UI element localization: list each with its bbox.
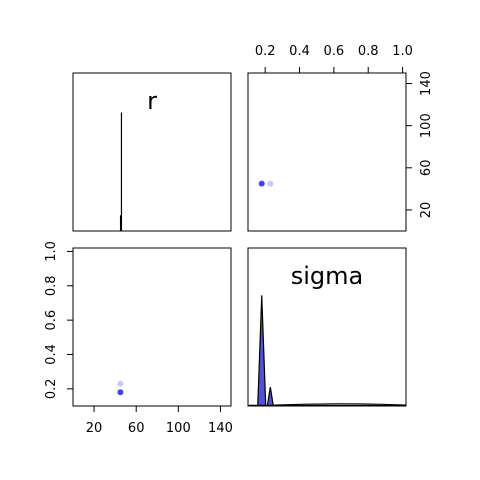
- scatter-point: [267, 180, 274, 187]
- density-tail: [274, 403, 407, 406]
- tick-label: 1.0: [44, 241, 59, 262]
- tick-label: 0.8: [358, 44, 379, 59]
- tick-label: 0.2: [44, 378, 59, 399]
- panel-0-0: r: [72, 72, 232, 232]
- tick-label: 60: [419, 160, 434, 177]
- y-axis-left-sigma: 0.2 0.4 0.6 0.8 1.0: [44, 241, 74, 399]
- tick-label: 60: [128, 421, 145, 436]
- panel-frame: [247, 72, 407, 232]
- tick-label: 0.4: [289, 44, 310, 59]
- tick-label: 0.8: [44, 275, 59, 296]
- tick-label: 100: [419, 113, 434, 138]
- tick-label: 0.6: [324, 44, 345, 59]
- panel-frame: [72, 72, 232, 232]
- density-peak-fill: [257, 295, 266, 406]
- diagonal-label-r: r: [147, 87, 157, 115]
- panel-frame: [247, 247, 407, 407]
- tick-label: 140: [419, 71, 434, 96]
- density-peak-fill: [267, 387, 274, 406]
- tick-label: 0.6: [44, 310, 59, 331]
- panel-0-1: [247, 72, 407, 232]
- panel-frame: [72, 247, 232, 407]
- x-axis-bottom-r: 20 60 100 140: [86, 405, 233, 436]
- scatter-point: [117, 389, 124, 396]
- tick-label: 0.4: [44, 344, 59, 365]
- diagonal-label-sigma: sigma: [291, 262, 364, 290]
- y-axis-right-r: 20 60 100 140: [405, 71, 434, 219]
- x-axis-top-sigma: 0.2 0.4 0.6 0.8 1.0: [255, 44, 413, 74]
- tick-label: 100: [166, 421, 191, 436]
- tick-label: 0.2: [255, 44, 276, 59]
- density-peak-line: [257, 295, 267, 407]
- panel-1-1: sigma: [247, 247, 407, 407]
- density-peak-line: [266, 386, 274, 407]
- scatter-point: [258, 180, 265, 187]
- tick-label: 20: [86, 421, 103, 436]
- tick-label: 140: [208, 421, 233, 436]
- tick-label: 20: [419, 202, 434, 219]
- tick-label: 1.0: [392, 44, 413, 59]
- panel-1-0: [72, 247, 232, 407]
- scatter-point: [117, 380, 124, 387]
